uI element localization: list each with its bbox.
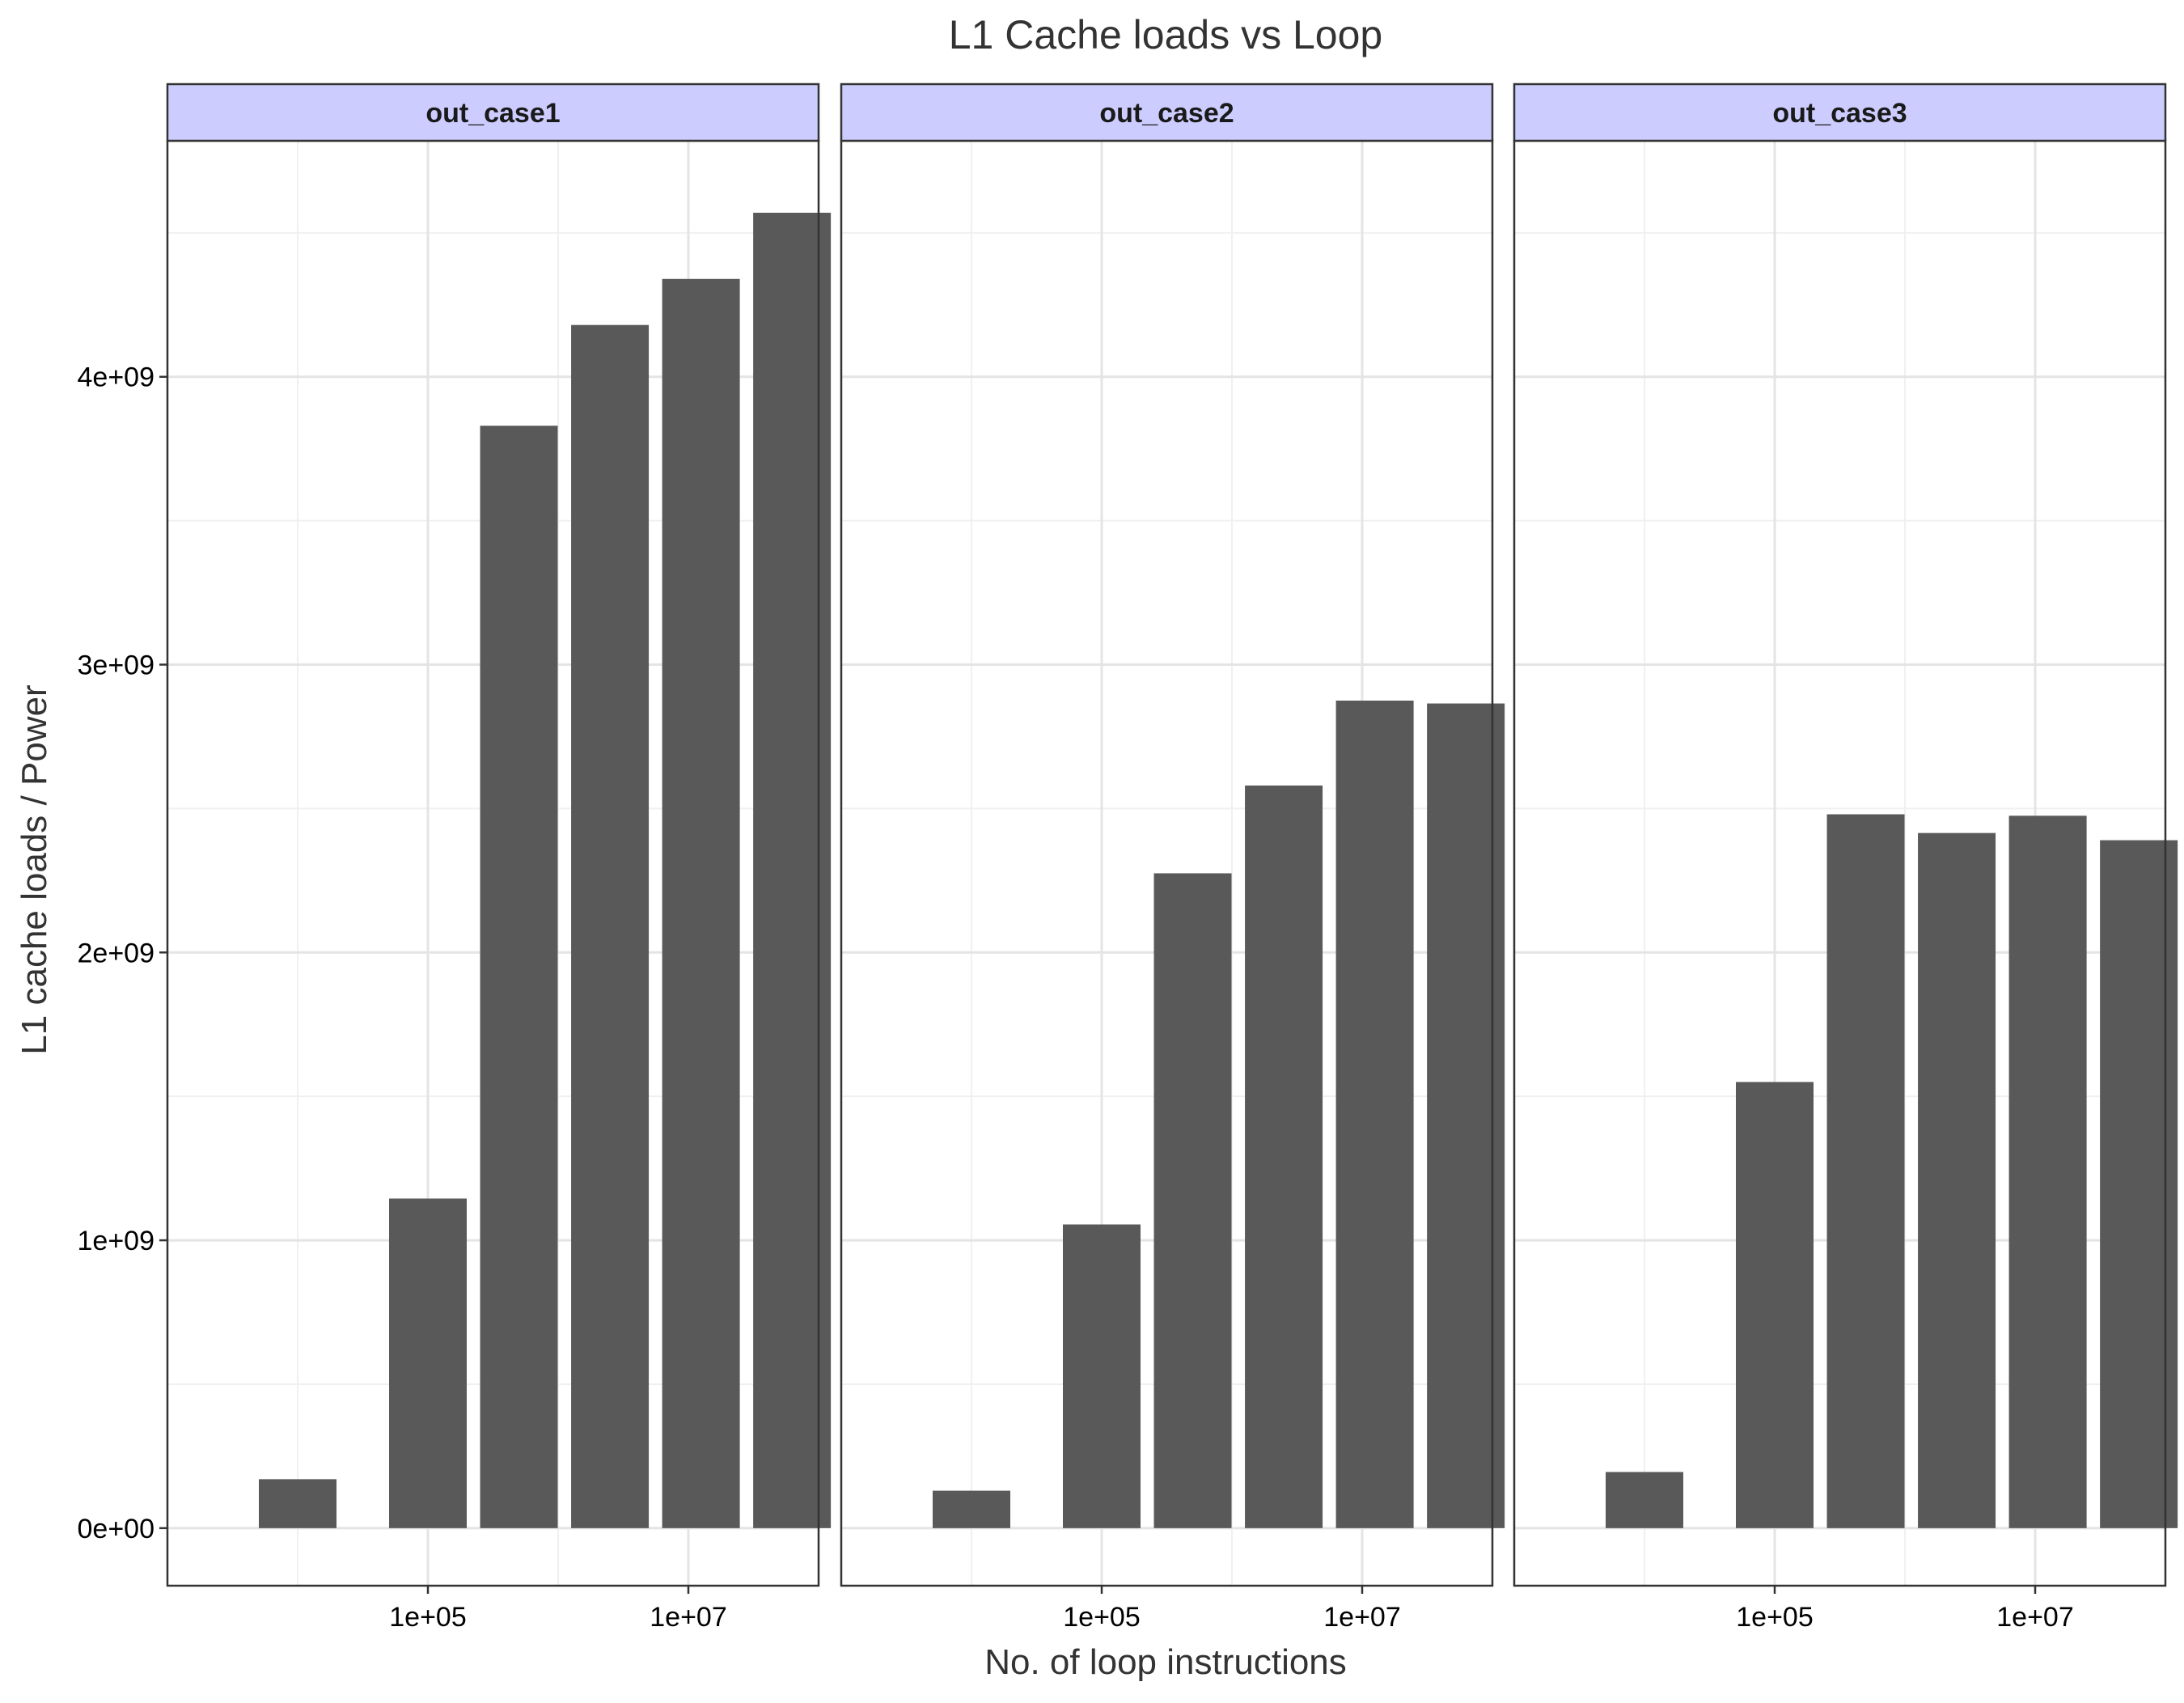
facet-panel-out_case1: out_case1: [166, 83, 832, 1587]
bar: [1918, 832, 1996, 1528]
bar: [1063, 1224, 1141, 1528]
y-tick-label: 3e+09: [78, 650, 155, 681]
x-tick-label: 1e+05: [389, 1602, 467, 1633]
x-tick-label: 1e+05: [1063, 1602, 1141, 1633]
bar: [571, 324, 650, 1528]
facet-panel-out_case3: out_case3: [1513, 83, 2178, 1587]
x-axis: 1e+05 1e+07 1e+05 1e+07 1e+05 1e+07: [389, 1586, 2074, 1633]
facet-strip-label: out_case3: [1772, 98, 1907, 129]
bar: [2008, 815, 2087, 1528]
chart-title: L1 Cache loads vs Loop: [949, 12, 1382, 57]
bar: [1335, 700, 1414, 1528]
bar: [1153, 873, 1232, 1528]
bar: [1826, 814, 1905, 1528]
facet-strip-label: out_case1: [425, 98, 560, 129]
bar: [389, 1198, 467, 1528]
bar: [662, 278, 740, 1528]
x-tick-label: 1e+07: [650, 1602, 727, 1633]
bar: [1736, 1082, 1814, 1528]
x-axis-title: No. of loop instructions: [984, 1642, 1347, 1682]
x-tick-label: 1e+07: [1996, 1602, 2074, 1633]
y-axis: 0e+00 1e+09 2e+09 3e+09 4e+09: [78, 362, 167, 1544]
bar: [933, 1490, 1010, 1528]
facet-strip: [840, 83, 1494, 142]
facet-panel-out_case2: out_case2: [840, 83, 1505, 1587]
y-tick-label: 4e+09: [78, 362, 155, 393]
facet-strip: [166, 83, 820, 142]
y-tick-label: 2e+09: [78, 938, 155, 968]
y-tick-label: 0e+00: [78, 1514, 155, 1544]
y-tick-label: 1e+09: [78, 1226, 155, 1256]
bar: [259, 1479, 336, 1528]
bar: [1606, 1472, 1683, 1528]
bar: [1245, 785, 1323, 1528]
facet-panels: out_case1 out_case2 out_case3: [166, 83, 2178, 1587]
facet-strip-label: out_case2: [1099, 98, 1234, 129]
y-axis-title: L1 cache loads / Power: [15, 684, 54, 1054]
x-tick-label: 1e+07: [1323, 1602, 1401, 1633]
x-tick-label: 1e+05: [1736, 1602, 1814, 1633]
bar: [480, 426, 558, 1528]
facet-strip: [1513, 83, 2167, 142]
